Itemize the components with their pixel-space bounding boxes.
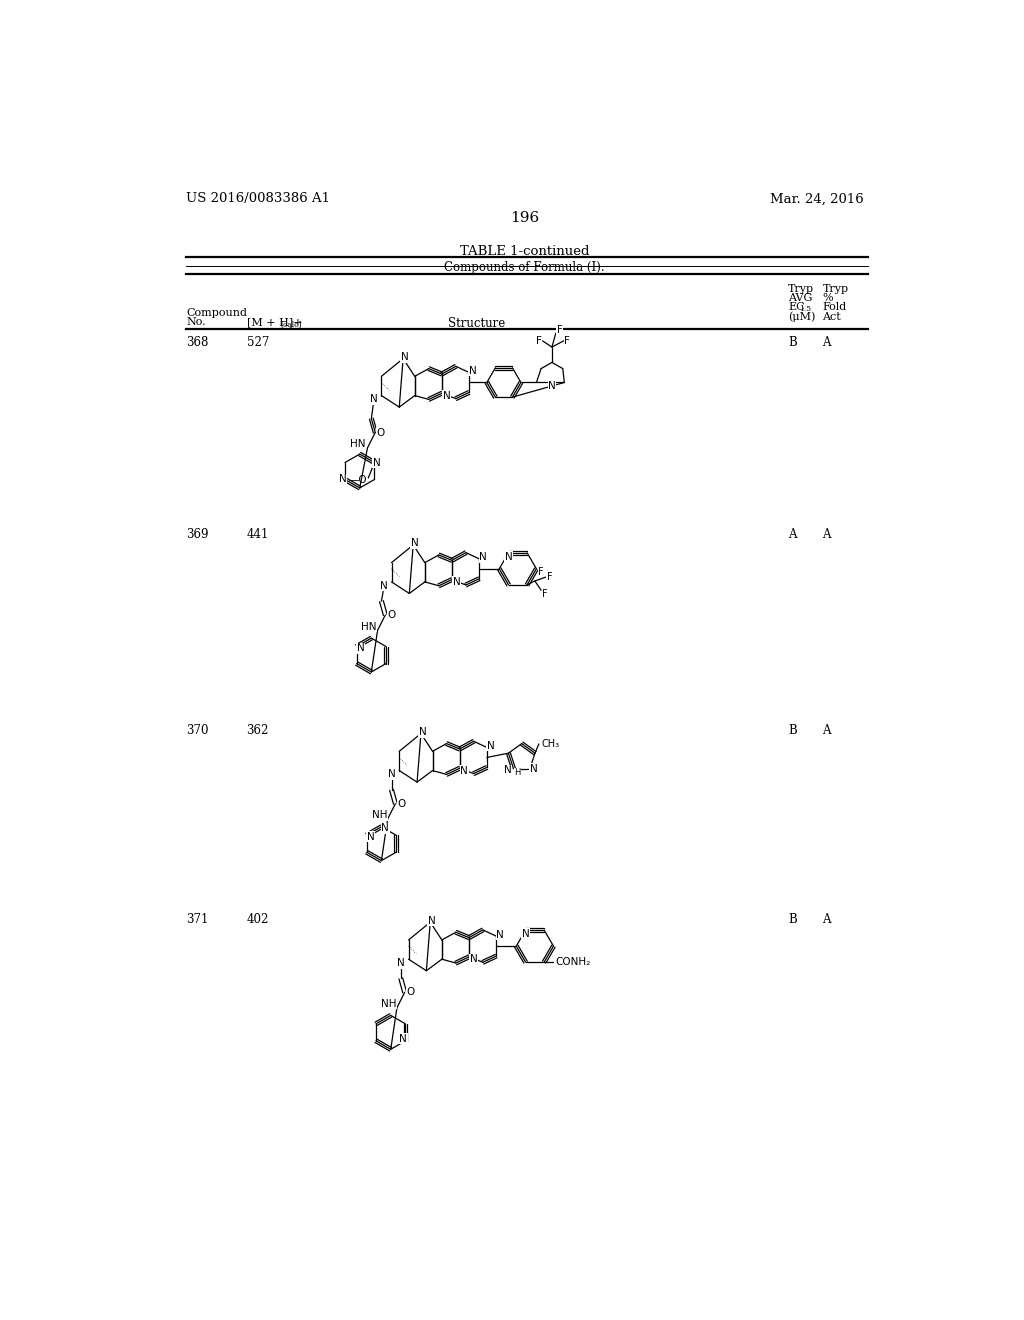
Text: N: N	[479, 552, 486, 562]
Text: CONH₂: CONH₂	[555, 957, 590, 968]
Text: 196: 196	[510, 211, 540, 224]
Text: 362: 362	[247, 725, 269, 738]
Text: F: F	[536, 335, 542, 346]
Text: N: N	[469, 366, 477, 376]
Text: N: N	[397, 958, 404, 968]
Text: N: N	[411, 539, 419, 548]
Text: EC: EC	[788, 302, 805, 313]
Text: N: N	[373, 458, 381, 467]
Text: N: N	[367, 832, 375, 842]
Text: HN: HN	[350, 440, 366, 449]
Text: B: B	[788, 335, 797, 348]
Text: 441: 441	[247, 528, 269, 541]
Text: O: O	[387, 610, 395, 620]
Text: N: N	[505, 552, 512, 561]
Text: HN: HN	[360, 622, 376, 631]
Text: [calc]: [calc]	[281, 321, 302, 329]
Text: %: %	[822, 293, 834, 304]
Text: 369: 369	[186, 528, 209, 541]
Text: O: O	[397, 799, 406, 809]
Text: A: A	[822, 725, 830, 738]
Text: 402: 402	[247, 913, 269, 927]
Text: H: H	[514, 768, 520, 777]
Text: Structure: Structure	[449, 317, 506, 330]
Text: N: N	[529, 764, 538, 774]
Text: A: A	[822, 528, 830, 541]
Text: F: F	[542, 589, 548, 599]
Text: NH: NH	[372, 810, 388, 820]
Text: Compounds of Formula (I).: Compounds of Formula (I).	[444, 261, 605, 273]
Text: TABLE 1-continued: TABLE 1-continued	[460, 244, 590, 257]
Text: Compound: Compound	[186, 308, 247, 318]
Text: F: F	[547, 572, 552, 582]
Text: B: B	[788, 725, 797, 738]
Text: F: F	[557, 325, 562, 335]
Text: Tryp: Tryp	[822, 284, 849, 294]
Text: A: A	[822, 335, 830, 348]
Text: N: N	[400, 352, 409, 362]
Text: N: N	[521, 929, 529, 939]
Text: —O: —O	[348, 475, 367, 486]
Text: (μM): (μM)	[788, 312, 816, 322]
Text: N: N	[486, 741, 495, 751]
Text: N: N	[370, 395, 378, 404]
Text: N: N	[380, 581, 388, 591]
Text: N: N	[356, 643, 365, 653]
Text: N: N	[453, 577, 461, 587]
Text: Act: Act	[822, 312, 841, 322]
Text: B: B	[788, 913, 797, 927]
Text: N: N	[419, 727, 426, 737]
Text: N: N	[442, 391, 451, 400]
Text: N: N	[388, 770, 395, 779]
Text: US 2016/0083386 A1: US 2016/0083386 A1	[186, 193, 330, 206]
Text: N: N	[470, 954, 477, 964]
Text: Mar. 24, 2016: Mar. 24, 2016	[770, 193, 864, 206]
Text: N: N	[496, 929, 504, 940]
Text: N: N	[339, 474, 346, 484]
Text: 527: 527	[247, 335, 269, 348]
Text: No.: No.	[186, 317, 206, 327]
Text: O: O	[377, 428, 385, 437]
Text: N: N	[504, 766, 512, 775]
Text: N: N	[461, 766, 468, 776]
Text: 1.5: 1.5	[799, 305, 811, 313]
Text: 371: 371	[186, 913, 209, 927]
Text: A: A	[788, 528, 797, 541]
Text: CH₃: CH₃	[541, 739, 559, 748]
Text: F: F	[564, 335, 570, 346]
Text: NH: NH	[381, 999, 397, 1008]
Text: [M + H]+: [M + H]+	[247, 317, 302, 327]
Text: O: O	[407, 987, 415, 998]
Text: Tryp: Tryp	[788, 284, 814, 294]
Text: N: N	[399, 1034, 408, 1044]
Text: N: N	[428, 916, 435, 925]
Text: 370: 370	[186, 725, 209, 738]
Text: F: F	[539, 566, 544, 577]
Text: 368: 368	[186, 335, 209, 348]
Text: N: N	[381, 824, 389, 833]
Text: Fold: Fold	[822, 302, 847, 313]
Text: A: A	[822, 913, 830, 927]
Text: AVG: AVG	[788, 293, 813, 304]
Text: N: N	[548, 380, 556, 391]
